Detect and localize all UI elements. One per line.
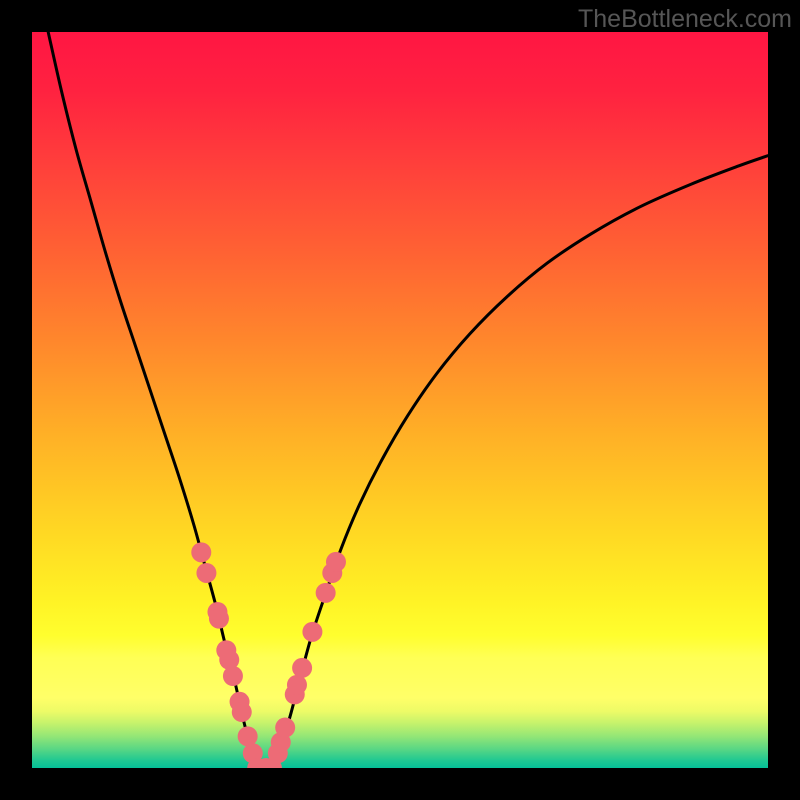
data-marker (238, 726, 258, 746)
data-marker (287, 675, 307, 695)
data-marker (191, 542, 211, 562)
data-marker (223, 666, 243, 686)
chart-stage: TheBottleneck.com (0, 0, 800, 800)
plot-background (32, 32, 768, 768)
data-marker (196, 563, 216, 583)
data-marker (275, 718, 295, 738)
data-marker (302, 622, 322, 642)
watermark-text: TheBottleneck.com (578, 5, 792, 34)
data-marker (209, 609, 229, 629)
data-marker (316, 583, 336, 603)
data-marker (326, 552, 346, 572)
data-marker (232, 702, 252, 722)
chart-svg (0, 0, 800, 800)
data-marker (292, 658, 312, 678)
